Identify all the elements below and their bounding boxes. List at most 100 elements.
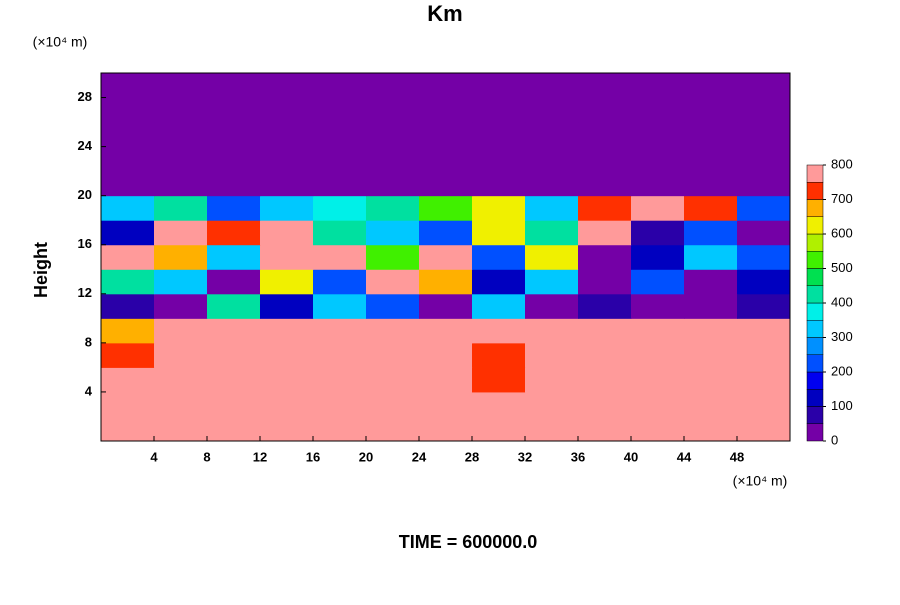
heat-cell [737, 195, 791, 221]
colorbar-swatch [806, 199, 824, 217]
colorbar-swatch [806, 268, 824, 286]
heat-cell [419, 73, 473, 99]
x-tick-label: 24 [412, 449, 427, 464]
y-tick-label: 24 [78, 138, 93, 153]
heat-cell [260, 220, 314, 246]
heat-cell [578, 171, 632, 197]
heat-cell [366, 318, 420, 344]
heat-cell [737, 122, 791, 148]
heat-cell [313, 269, 367, 295]
heat-cell [207, 293, 261, 319]
heat-cell [525, 73, 579, 99]
heat-cell [472, 269, 526, 295]
heat-cell [207, 342, 261, 368]
heat-cell [737, 146, 791, 172]
heat-cell [101, 293, 155, 319]
heat-cell [366, 416, 420, 442]
heat-cell [684, 318, 738, 344]
colorbar-swatch [806, 423, 824, 442]
heat-cell [631, 146, 685, 172]
heat-cell [313, 220, 367, 246]
heat-cell [260, 195, 314, 221]
heat-cell [684, 73, 738, 99]
x-tick-label: 36 [571, 449, 585, 464]
heat-cell [525, 97, 579, 123]
x-tick-label: 4 [150, 449, 158, 464]
heat-cell [472, 171, 526, 197]
heat-cell [101, 195, 155, 221]
heat-cell [525, 293, 579, 319]
heat-cell [684, 342, 738, 368]
plot-frame [100, 72, 791, 442]
heat-cell [525, 416, 579, 442]
heat-cell [419, 391, 473, 417]
heat-cell [578, 367, 632, 393]
colorbar-swatch [806, 320, 824, 338]
heat-cell [419, 244, 473, 270]
heat-cell [313, 293, 367, 319]
heat-cell [684, 97, 738, 123]
heat-cell [207, 195, 261, 221]
heat-cell [260, 244, 314, 270]
heat-cell [313, 342, 367, 368]
heat-cell [101, 220, 155, 246]
heat-cell [101, 171, 155, 197]
heat-cell [472, 293, 526, 319]
heat-cell [472, 367, 526, 393]
heat-cell [578, 416, 632, 442]
heat-cell [631, 367, 685, 393]
colorbar-swatch [806, 406, 824, 424]
colorbar-swatch [806, 182, 824, 200]
heat-cell [101, 122, 155, 148]
heat-cell [578, 342, 632, 368]
heat-cell [313, 171, 367, 197]
heat-cell [631, 342, 685, 368]
heat-cell [472, 391, 526, 417]
colorbar-tick-label: 500 [831, 260, 853, 275]
heat-cell [154, 244, 208, 270]
heat-cell [578, 146, 632, 172]
heat-cell [366, 220, 420, 246]
heat-cell [737, 244, 791, 270]
heat-cell [207, 73, 261, 99]
heat-cell [737, 416, 791, 442]
y-tick-label: 20 [78, 187, 92, 202]
heat-cell [525, 318, 579, 344]
heat-cell [313, 367, 367, 393]
heat-cell [207, 391, 261, 417]
x-tick-label: 8 [203, 449, 210, 464]
colorbar-tick-label: 400 [831, 294, 853, 309]
heat-cell [525, 269, 579, 295]
heat-cell [472, 318, 526, 344]
heat-cell [631, 122, 685, 148]
heat-cell [525, 122, 579, 148]
x-tick-label: 48 [730, 449, 744, 464]
heat-cell [525, 244, 579, 270]
chart-title: Km [427, 1, 462, 26]
heat-cell [578, 293, 632, 319]
heat-cell [313, 73, 367, 99]
heat-cell [578, 318, 632, 344]
heat-cell [525, 195, 579, 221]
heat-cell [472, 195, 526, 221]
heat-cell [207, 367, 261, 393]
heat-cell [101, 244, 155, 270]
x-unit-label: (×10⁴ m) [733, 473, 788, 489]
heat-cell [154, 318, 208, 344]
heat-cell [154, 97, 208, 123]
heat-cell [154, 293, 208, 319]
heat-cell [737, 73, 791, 99]
heat-cell [260, 269, 314, 295]
colorbar-swatch [806, 285, 824, 304]
x-tick-label: 28 [465, 449, 479, 464]
heat-cell [737, 342, 791, 368]
heat-cell [207, 97, 261, 123]
heat-cell [366, 293, 420, 319]
heat-cell [101, 73, 155, 99]
heat-cell [631, 73, 685, 99]
heat-cell [101, 342, 155, 368]
heat-cell [578, 97, 632, 123]
colorbar-tick-label: 700 [831, 191, 853, 206]
heat-cell [207, 122, 261, 148]
heat-cell [684, 391, 738, 417]
